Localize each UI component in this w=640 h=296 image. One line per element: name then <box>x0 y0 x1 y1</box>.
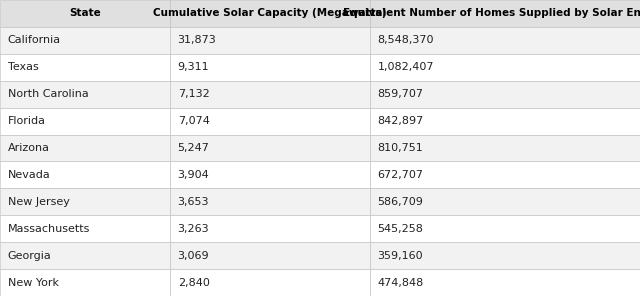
Bar <box>170 108 370 135</box>
Bar <box>370 242 640 269</box>
Text: 7,132: 7,132 <box>178 89 209 99</box>
Text: 359,160: 359,160 <box>378 251 423 261</box>
Text: 586,709: 586,709 <box>378 197 424 207</box>
Bar <box>170 54 370 81</box>
Bar <box>170 161 370 188</box>
Text: 2,840: 2,840 <box>178 278 209 287</box>
Bar <box>0 0 170 27</box>
Text: California: California <box>8 35 61 45</box>
Text: 9,311: 9,311 <box>178 62 209 72</box>
Bar <box>370 161 640 188</box>
Bar <box>370 135 640 161</box>
Bar <box>170 27 370 54</box>
Bar <box>170 242 370 269</box>
Bar <box>0 81 170 108</box>
Text: Cumulative Solar Capacity (Megawatts): Cumulative Solar Capacity (Megawatts) <box>153 9 387 18</box>
Bar <box>170 135 370 161</box>
Bar <box>370 0 640 27</box>
Text: Georgia: Georgia <box>8 251 51 261</box>
Bar <box>370 81 640 108</box>
Text: 3,263: 3,263 <box>178 224 209 234</box>
Bar <box>0 27 170 54</box>
Bar <box>370 54 640 81</box>
Bar <box>0 108 170 135</box>
Text: Nevada: Nevada <box>8 170 51 180</box>
Text: 810,751: 810,751 <box>378 143 424 153</box>
Text: 5,247: 5,247 <box>178 143 209 153</box>
Text: State: State <box>69 9 101 18</box>
Bar <box>0 161 170 188</box>
Text: 3,069: 3,069 <box>178 251 209 261</box>
Bar <box>170 215 370 242</box>
Text: 1,082,407: 1,082,407 <box>378 62 434 72</box>
Text: 545,258: 545,258 <box>378 224 424 234</box>
Text: 31,873: 31,873 <box>178 35 216 45</box>
Text: 474,848: 474,848 <box>378 278 424 287</box>
Bar <box>370 27 640 54</box>
Text: 672,707: 672,707 <box>378 170 424 180</box>
Bar <box>0 269 170 296</box>
Text: Equivalent Number of Homes Supplied by Solar Energy: Equivalent Number of Homes Supplied by S… <box>343 9 640 18</box>
Text: 7,074: 7,074 <box>178 116 209 126</box>
Bar <box>0 215 170 242</box>
Bar <box>170 269 370 296</box>
Bar <box>370 108 640 135</box>
Text: New York: New York <box>8 278 59 287</box>
Bar <box>0 188 170 215</box>
Text: 3,904: 3,904 <box>178 170 209 180</box>
Text: North Carolina: North Carolina <box>8 89 88 99</box>
Text: 842,897: 842,897 <box>378 116 424 126</box>
Bar <box>370 215 640 242</box>
Text: 3,653: 3,653 <box>178 197 209 207</box>
Text: New Jersey: New Jersey <box>8 197 70 207</box>
Text: 859,707: 859,707 <box>378 89 424 99</box>
Bar <box>0 242 170 269</box>
Bar <box>0 54 170 81</box>
Bar <box>370 188 640 215</box>
Text: Massachusetts: Massachusetts <box>8 224 90 234</box>
Bar <box>0 135 170 161</box>
Text: Florida: Florida <box>8 116 45 126</box>
Text: 8,548,370: 8,548,370 <box>378 35 434 45</box>
Bar <box>170 0 370 27</box>
Text: Texas: Texas <box>8 62 38 72</box>
Bar <box>170 188 370 215</box>
Text: Arizona: Arizona <box>8 143 50 153</box>
Bar <box>370 269 640 296</box>
Bar <box>170 81 370 108</box>
